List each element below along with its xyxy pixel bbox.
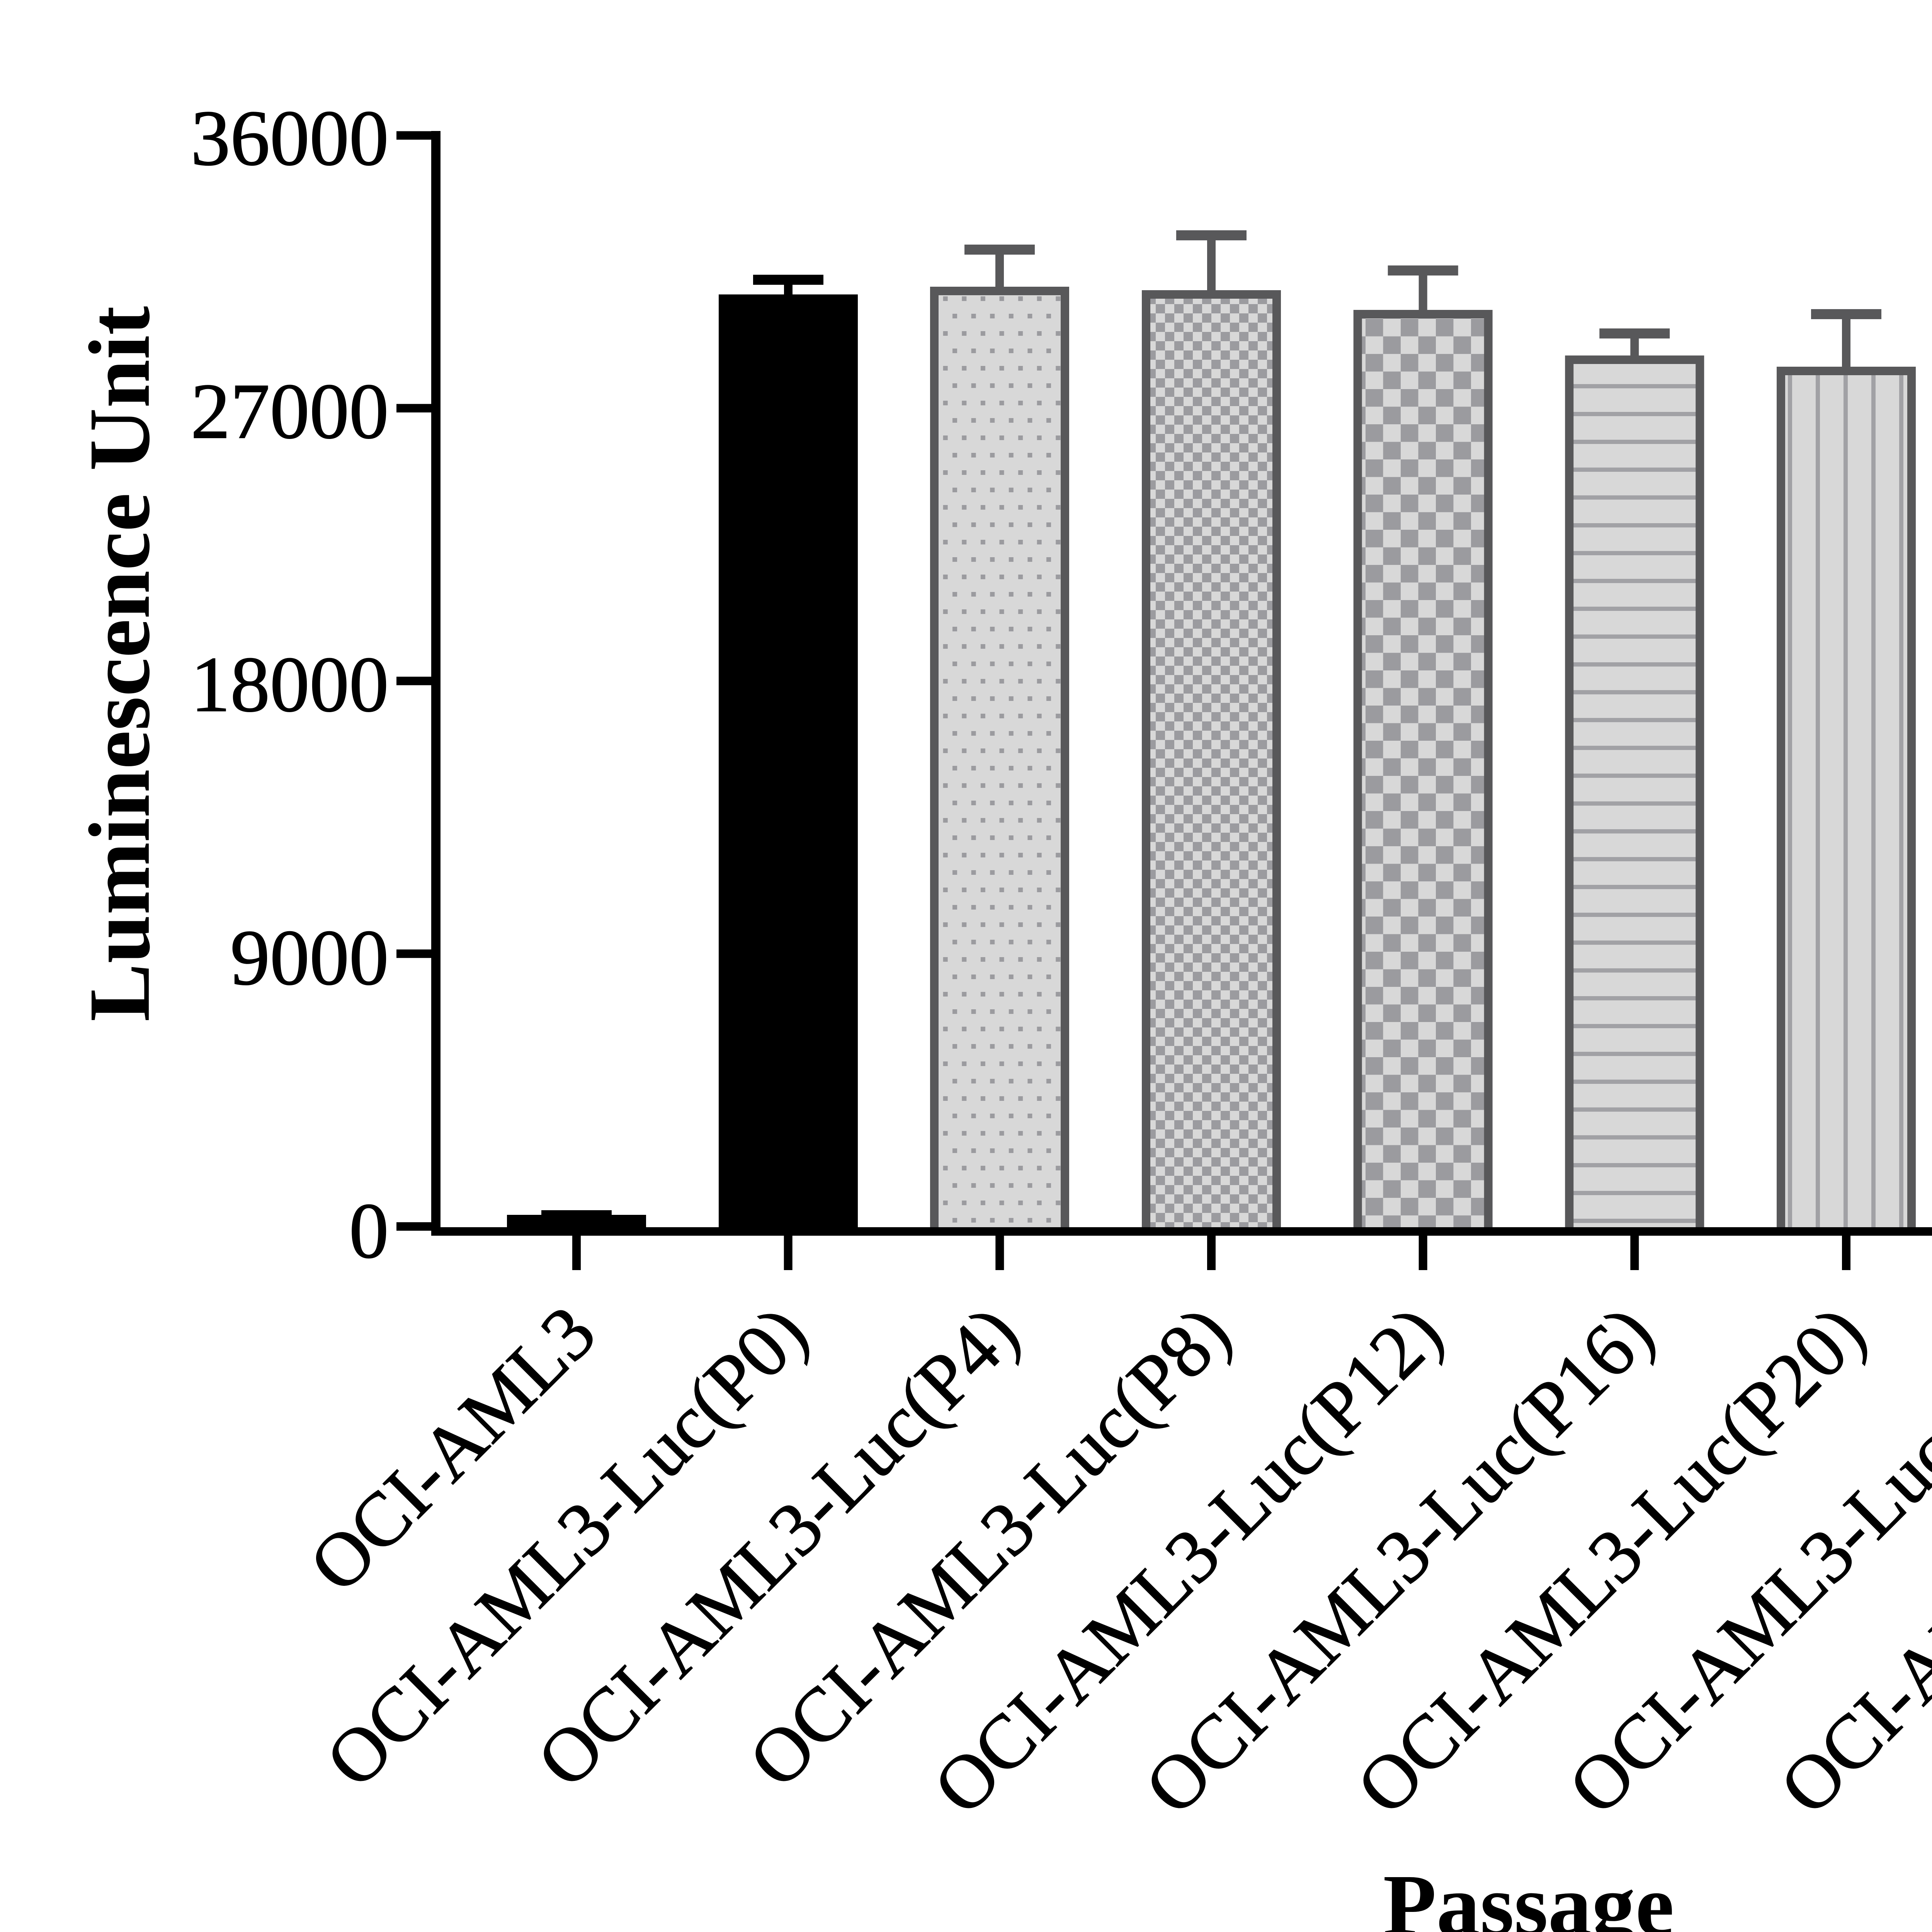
svg-text:36000: 36000: [191, 94, 389, 182]
svg-text:18000: 18000: [191, 641, 389, 728]
svg-text:Luminescence Unit: Luminescence Unit: [71, 306, 168, 1022]
svg-text:0: 0: [349, 1187, 389, 1275]
svg-text:27000: 27000: [191, 367, 389, 455]
svg-text:9000: 9000: [230, 914, 389, 1002]
svg-text:Passage: Passage: [1383, 1857, 1674, 1932]
